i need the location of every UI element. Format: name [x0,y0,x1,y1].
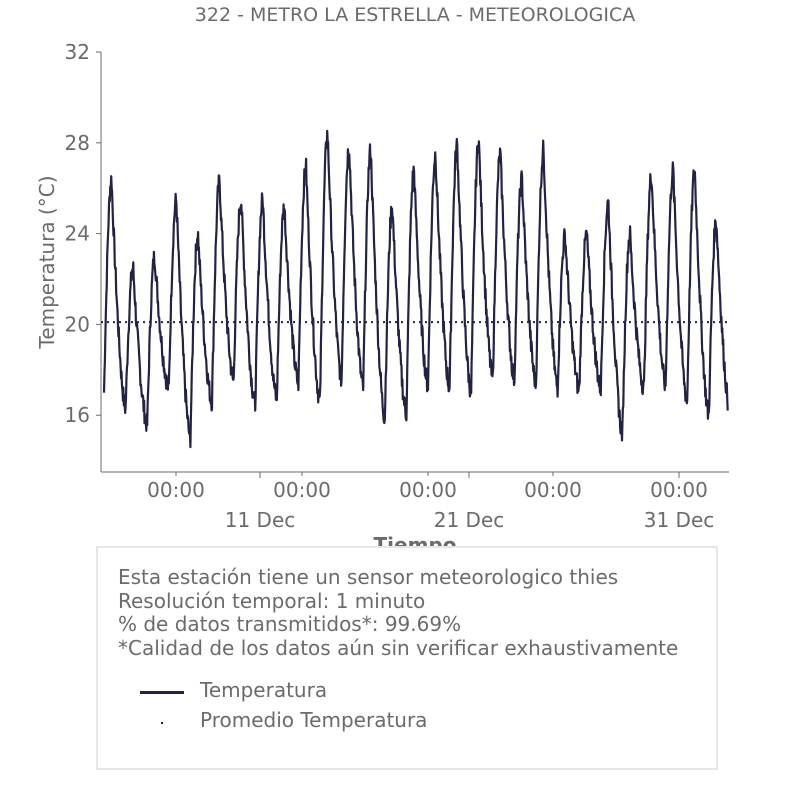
x-tick-label-time: 00:00 [399,478,457,502]
legend-line-swatch [140,691,184,694]
x-tick-label-time: 00:00 [147,478,205,502]
legend-label-temperatura: Temperatura [200,678,328,702]
info-transmitted-text: % de datos transmitidos*: 99.69% [118,612,462,636]
station-info: Esta estación tiene un sensor meteorolog… [118,565,679,660]
info-sensor-text: Esta estación tiene un sensor meteorolog… [118,565,619,589]
temperature-chart: 322 - METRO LA ESTRELLA - METEOROLOGICA … [35,4,731,557]
temperature-series-line [102,129,729,449]
legend-dot-swatch [161,722,163,724]
y-tick-label: 24 [65,222,90,246]
x-tick-label-time: 00:00 [524,478,582,502]
x-tick-label-time: 00:00 [273,478,331,502]
x-tick-label-time: 00:00 [650,478,708,502]
x-tick-label-date: 31 Dec [644,508,715,532]
info-quality-text: *Calidad de los datos aún sin verificar … [118,635,679,660]
chart-title: 322 - METRO LA ESTRELLA - METEOROLOGICA [195,4,635,26]
y-tick-label: 16 [65,403,90,427]
y-tick-label: 32 [65,40,90,64]
x-tick-label-date: 21 Dec [434,508,505,532]
info-resolution-text: Resolución temporal: 1 minuto [118,588,426,613]
legend-label-promedio: Promedio Temperatura [200,708,428,732]
y-axis-label: Temperatura (°C) [35,175,59,349]
y-tick-label: 28 [65,131,90,155]
x-tick-label-date: 11 Dec [225,508,296,532]
y-tick-label: 20 [65,312,90,336]
info-box: Esta estación tiene un sensor meteorolog… [96,546,718,770]
